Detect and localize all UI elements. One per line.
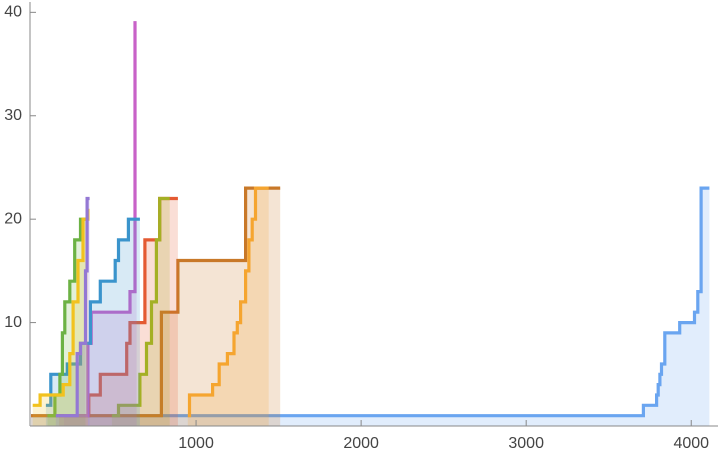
step-line	[32, 208, 90, 407]
area-fill	[55, 198, 90, 426]
y-tick-label: 30	[4, 107, 22, 124]
x-tick-label: 1000	[178, 435, 214, 452]
step-line	[64, 21, 137, 418]
area-fill	[32, 208, 88, 426]
area-fill	[187, 188, 269, 426]
step-line	[31, 186, 281, 418]
area-fill	[111, 198, 170, 426]
step-line	[111, 196, 170, 418]
plot-layer	[31, 21, 710, 426]
x-tick-label: 3000	[508, 435, 544, 452]
area-fill	[64, 22, 137, 426]
step-line	[55, 196, 90, 418]
y-tick-label: 10	[4, 314, 22, 331]
step-line	[45, 217, 140, 407]
step-line	[31, 186, 710, 418]
area-fill	[59, 198, 178, 426]
y-tick-label: 40	[4, 4, 22, 21]
step-line	[187, 186, 269, 418]
y-tick-label: 20	[4, 210, 22, 227]
x-tick-label: 4000	[673, 435, 709, 452]
x-tick-label: 2000	[343, 435, 379, 452]
